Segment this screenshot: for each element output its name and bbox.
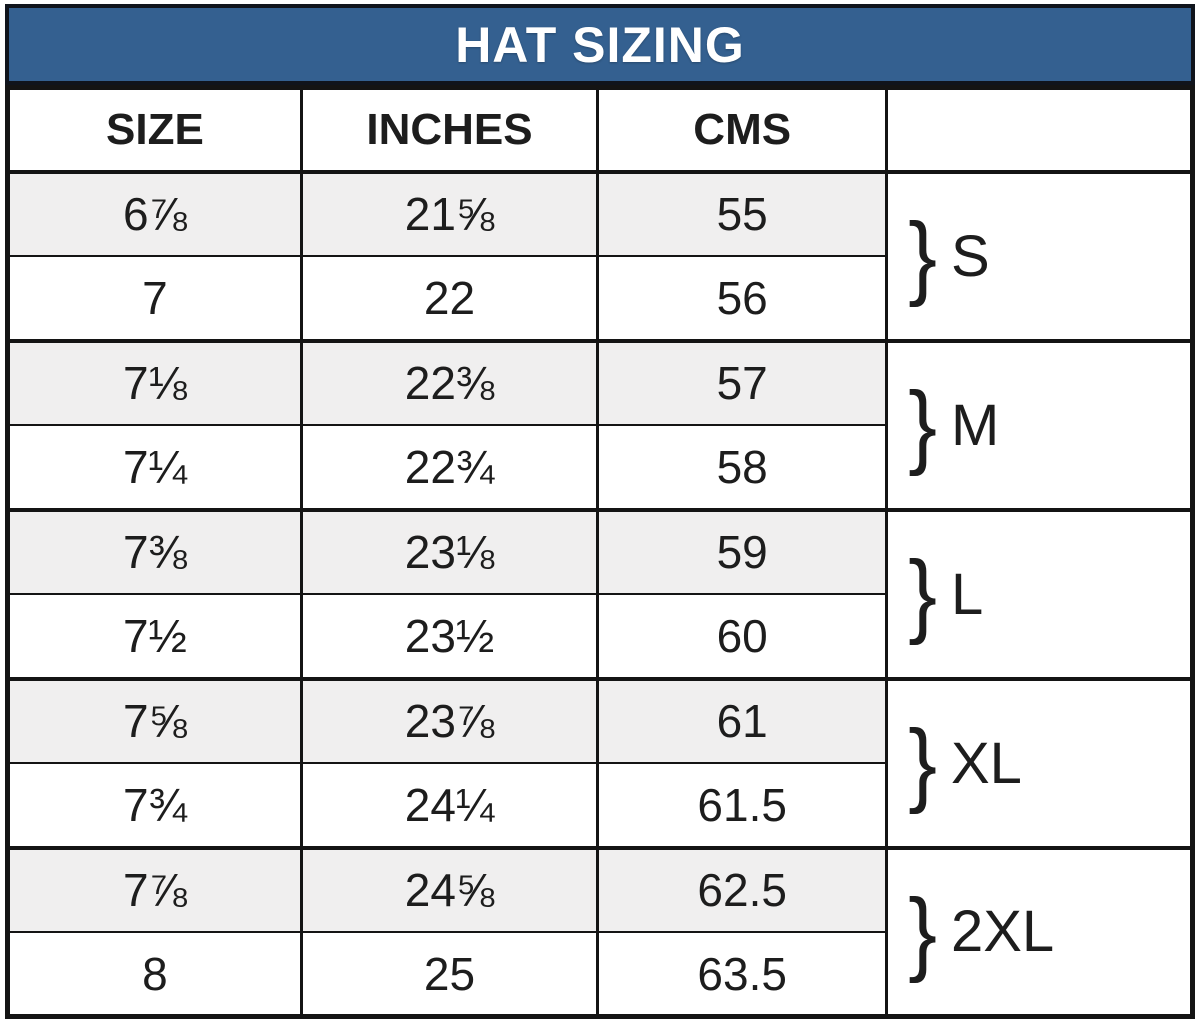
size-cell: 7⅜	[6, 507, 303, 595]
table-row: 7⅞ 24⅝ 62.5 } 2XL	[6, 845, 1194, 1018]
table-row: 7½ 23½ 60	[6, 593, 1193, 680]
cms-cell: 61	[596, 676, 889, 764]
brace-icon: }	[908, 373, 937, 477]
table-row: 7 22 56	[6, 255, 1193, 342]
table-header: SIZE INCHES CMS	[6, 86, 1194, 174]
inches-cell: 23½	[299, 593, 600, 680]
column-header-cms: CMS	[596, 86, 889, 174]
hat-sizing-table: SIZE INCHES CMS 6⅞ 21⅝ 55 } S 7 2	[5, 85, 1195, 1019]
group-cell-l: } L	[885, 507, 1194, 680]
group-label: XL	[950, 730, 1022, 796]
group-cell-s: } S	[885, 169, 1194, 342]
size-cell: 7¼	[6, 424, 303, 511]
column-header-group	[885, 86, 1194, 174]
inches-cell: 23⅛	[299, 507, 600, 595]
cms-cell: 61.5	[596, 762, 889, 849]
size-cell: 7¾	[6, 762, 303, 849]
inches-cell: 21⅝	[299, 169, 600, 257]
size-cell: 8	[6, 931, 303, 1018]
cms-cell: 59	[596, 507, 889, 595]
brace-icon: }	[908, 204, 937, 308]
cms-cell: 58	[596, 424, 889, 511]
group-label: S	[950, 223, 990, 289]
cms-cell: 63.5	[596, 931, 889, 1018]
group-label: L	[950, 561, 984, 627]
table-row: 6⅞ 21⅝ 55 } S	[6, 169, 1194, 342]
group-label: 2XL	[950, 899, 1055, 965]
inches-cell: 23⅞	[299, 676, 600, 764]
page-title: HAT SIZING	[455, 16, 745, 73]
group-cell-xl: } XL	[885, 676, 1194, 849]
size-cell: 7⅞	[6, 845, 303, 933]
cms-cell: 57	[596, 338, 889, 426]
cms-cell: 55	[596, 169, 889, 257]
table-row: 7⅛ 22⅜ 57 } M	[6, 338, 1194, 511]
inches-cell: 22	[299, 255, 600, 342]
table-row: 7¾ 24¼ 61.5	[6, 762, 1193, 849]
size-cell: 7⅝	[6, 676, 303, 764]
table-row: 8 25 63.5	[6, 931, 1193, 1018]
brace-icon: }	[908, 711, 937, 815]
inches-cell: 25	[299, 931, 600, 1018]
inches-cell: 22⅜	[299, 338, 600, 426]
size-cell: 7⅛	[6, 338, 303, 426]
inches-cell: 24¼	[299, 762, 600, 849]
column-header-inches: INCHES	[299, 86, 600, 174]
cms-cell: 56	[596, 255, 889, 342]
cms-cell: 60	[596, 593, 889, 680]
inches-cell: 22¾	[299, 424, 600, 511]
table-row: 7⅜ 23⅛ 59 } L	[6, 507, 1194, 680]
group-label: M	[950, 392, 1000, 458]
brace-icon: }	[908, 542, 937, 646]
column-header-size: SIZE	[6, 86, 303, 174]
table-row: 7¼ 22¾ 58	[6, 424, 1193, 511]
brace-icon: }	[908, 879, 937, 984]
inches-cell: 24⅝	[299, 845, 600, 933]
header-row: SIZE INCHES CMS	[6, 86, 1194, 174]
cms-cell: 62.5	[596, 845, 889, 933]
size-cell: 6⅞	[6, 169, 303, 257]
table-row: 7⅝ 23⅞ 61 } XL	[6, 676, 1194, 849]
group-cell-2xl: } 2XL	[885, 845, 1194, 1018]
size-cell: 7	[6, 255, 303, 342]
title-bar: HAT SIZING	[5, 4, 1195, 85]
group-cell-m: } M	[885, 338, 1194, 511]
size-cell: 7½	[6, 593, 303, 680]
